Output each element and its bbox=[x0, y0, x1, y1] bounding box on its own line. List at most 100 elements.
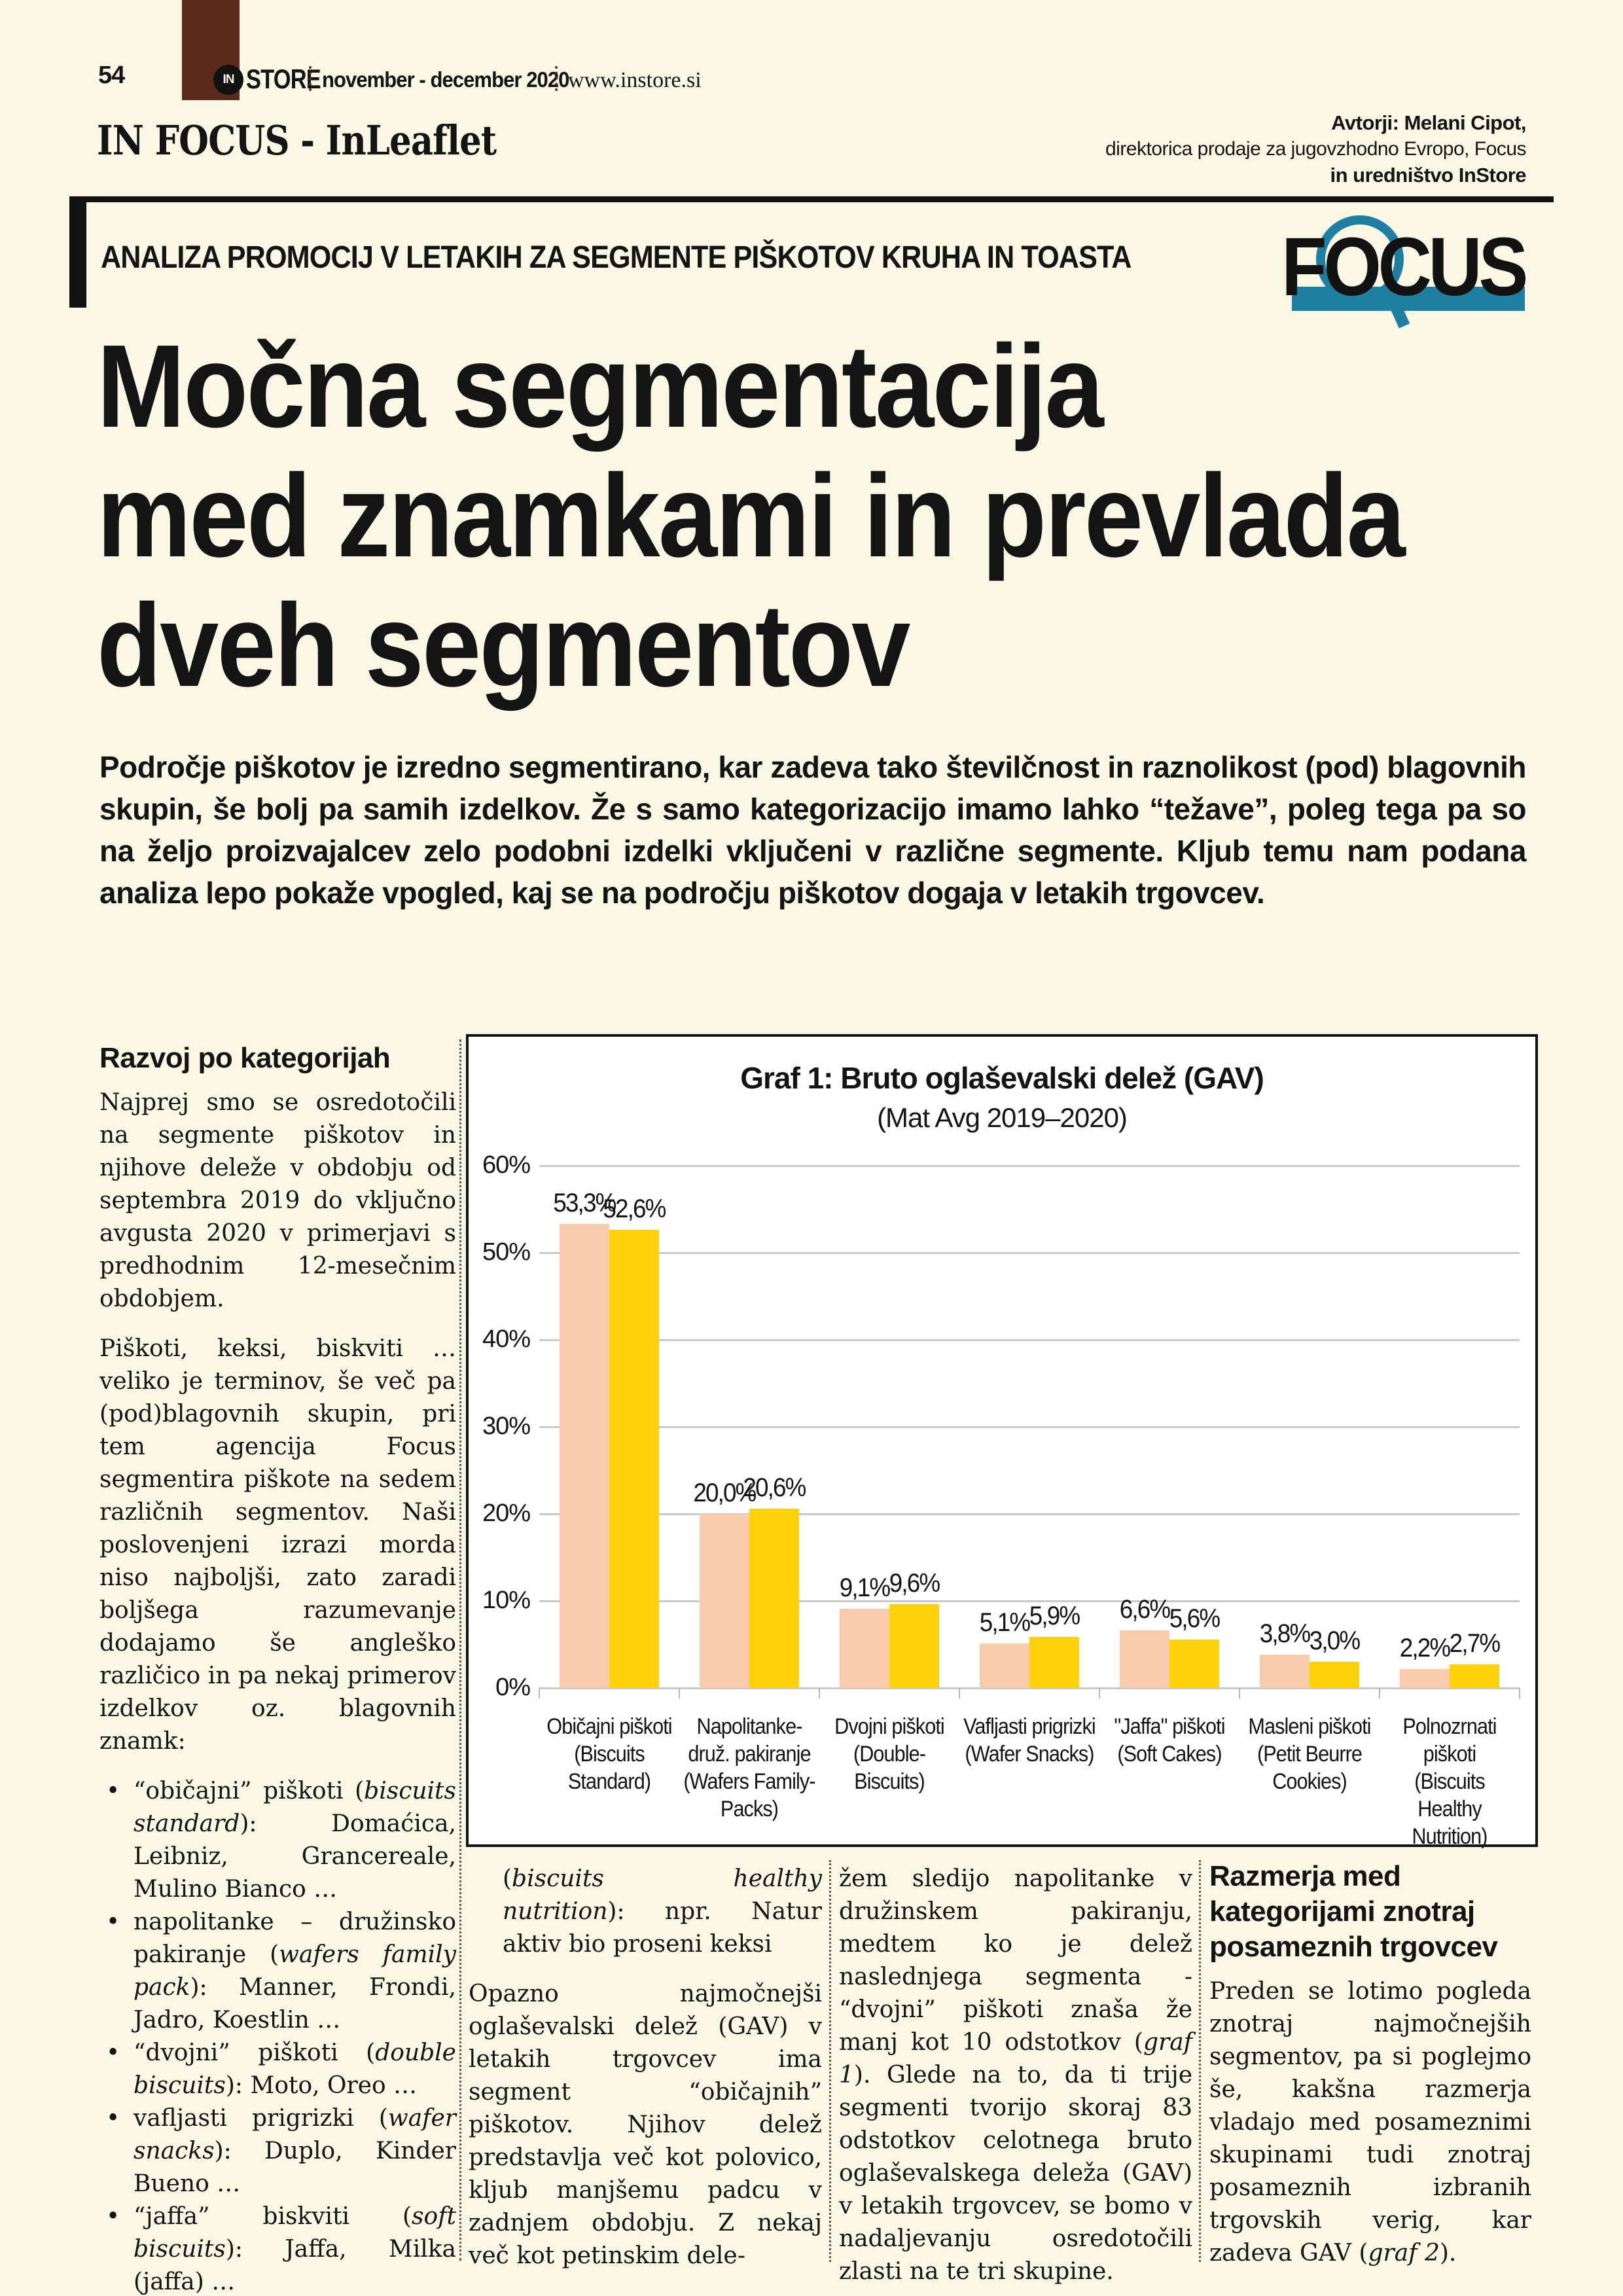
column-divider bbox=[1199, 1860, 1201, 2262]
category-label-line: Običajni piškoti bbox=[546, 1714, 672, 1739]
category-label-line: piškoti bbox=[1423, 1742, 1476, 1767]
column-heading: Razmerja med kategorijami znotraj posame… bbox=[1209, 1860, 1498, 1963]
gridline bbox=[539, 1339, 1520, 1341]
bar-value-label: 9,6% bbox=[889, 1569, 940, 1598]
paragraph: Opazno najmočnejši oglaševalski delež (G… bbox=[469, 1981, 822, 2269]
category-label-line: (Soft Cakes) bbox=[1117, 1742, 1222, 1767]
focus-logo-bar bbox=[1292, 287, 1525, 311]
gridline bbox=[539, 1426, 1520, 1428]
bar-value-label: 3,0% bbox=[1309, 1626, 1361, 1655]
intro-paragraph: Področje piškotov je izredno segmentiran… bbox=[99, 750, 1527, 910]
gridline bbox=[539, 1600, 1520, 1602]
bar-value-label: 5,6% bbox=[1169, 1604, 1221, 1633]
chart-title: Graf 1: Bruto oglaševalski delež (GAV) bbox=[740, 1061, 1264, 1095]
gridline bbox=[539, 1252, 1520, 1254]
y-axis-label: 60% bbox=[482, 1151, 531, 1179]
paragraph: Piškoti, keksi, biskviti … veliko je ter… bbox=[99, 1335, 456, 1755]
bar bbox=[1169, 1640, 1219, 1688]
masthead-divider bbox=[309, 66, 312, 91]
bar bbox=[1400, 1669, 1450, 1688]
article-title: Močna segmentacija med znamkami in prevl… bbox=[97, 322, 1549, 711]
authors-role: direktorica prodaje za jugovzhodno Evrop… bbox=[1105, 138, 1527, 160]
bar bbox=[700, 1514, 749, 1688]
instore-logo-in: IN bbox=[223, 73, 235, 86]
bar-value-label: 53,3% bbox=[553, 1189, 616, 1217]
bar-value-label: 20,0% bbox=[693, 1479, 757, 1507]
x-axis-tick bbox=[1099, 1688, 1100, 1698]
bar bbox=[1029, 1637, 1079, 1688]
list-item: napolitanke – družinsko pakiranje (wafer… bbox=[99, 1906, 456, 2037]
category-label-line: (Biscuits Healthy bbox=[1414, 1769, 1485, 1821]
authors-block: Avtorji: Melani Cipot, direktorica proda… bbox=[1105, 110, 1527, 188]
website-url: www.instore.si bbox=[568, 68, 702, 92]
column-divider bbox=[829, 1860, 831, 2262]
x-axis-tick bbox=[1519, 1688, 1520, 1698]
bar-value-label: 3,8% bbox=[1259, 1619, 1311, 1648]
x-axis-tick bbox=[819, 1688, 820, 1698]
x-category-label: Polnozrnati piškoti (Biscuits Healthy Nutri… bbox=[1382, 1713, 1518, 1850]
category-label-line: druž. pakiranje bbox=[688, 1742, 811, 1767]
bar bbox=[1450, 1664, 1499, 1688]
bar bbox=[1120, 1630, 1169, 1688]
bar bbox=[1260, 1655, 1310, 1688]
chart-subtitle: (Mat Avg 2019–2020) bbox=[877, 1102, 1128, 1133]
focus-logo: FOCUS bbox=[1281, 215, 1530, 329]
bar-value-label: 6,6% bbox=[1119, 1595, 1171, 1624]
bar-value-label: 20,6% bbox=[743, 1473, 806, 1502]
bar-value-label: 5,1% bbox=[979, 1608, 1031, 1637]
graf1-bar-chart: Graf 1: Bruto oglaševalski delež (GAV) (… bbox=[466, 1034, 1538, 1850]
bar bbox=[609, 1230, 659, 1688]
column-divider bbox=[459, 1039, 461, 2261]
category-label-line: (Double-Biscuits) bbox=[853, 1742, 926, 1794]
column-razvoj-po-kategorijah: Razvoj po kategorijah Najprej smo se osr… bbox=[99, 1041, 456, 2296]
category-label-line: Vafljasti prigrizki bbox=[963, 1714, 1096, 1739]
issue-date: november - december 2020 bbox=[322, 67, 569, 92]
masthead-divider bbox=[555, 66, 558, 91]
bar-value-label: 52,6% bbox=[603, 1194, 666, 1223]
list-item: vafljasti prigrizki (wafer snacks): Dupl… bbox=[99, 2102, 456, 2200]
gridline bbox=[539, 1165, 1520, 1167]
bar-value-label: 2,2% bbox=[1399, 1634, 1451, 1662]
authors-line: Avtorji: Melani Cipot, bbox=[1331, 111, 1526, 134]
gridline bbox=[539, 1687, 1520, 1689]
category-label-line: Packs) bbox=[720, 1797, 779, 1821]
x-axis-tick bbox=[959, 1688, 960, 1698]
title-line: Močna segmentacija bbox=[97, 321, 1104, 452]
bar bbox=[560, 1224, 609, 1688]
category-label-line: (Wafers Family- bbox=[683, 1769, 815, 1794]
category-label-line: Nutrition) bbox=[1412, 1824, 1488, 1849]
title-line: dveh segmentov bbox=[97, 580, 910, 711]
y-axis-label: 50% bbox=[482, 1238, 531, 1266]
section-title: IN FOCUS - InLeaflet bbox=[97, 117, 497, 164]
list-item: “dvojni” piškoti (double biscuits): Moto… bbox=[99, 2037, 456, 2102]
authors-line: in uredništvo InStore bbox=[1330, 164, 1526, 187]
category-label-line: "Jaffa" piškoti bbox=[1114, 1714, 1225, 1739]
bar bbox=[980, 1643, 1029, 1688]
y-axis-label: 0% bbox=[495, 1674, 531, 1701]
category-label-line: (Biscuits bbox=[574, 1742, 645, 1767]
gridline bbox=[539, 1513, 1520, 1515]
x-category-label: Dvojni piškoti (Double-Biscuits) bbox=[821, 1713, 958, 1795]
category-label-line: Polnozrnati bbox=[1402, 1714, 1497, 1739]
column-text-3: žem sledijo napolitanke v družinskem pak… bbox=[839, 1863, 1192, 2296]
category-label-line: (Wafer Snacks) bbox=[965, 1742, 1094, 1767]
bar bbox=[840, 1609, 889, 1688]
column-text-2: (biscuits healthy nutrition): npr. Natur… bbox=[469, 1863, 822, 2289]
x-category-label: Običajni piškoti (Biscuits Standard) bbox=[541, 1713, 678, 1795]
title-line: med znamkami in prevlada bbox=[97, 450, 1406, 582]
paragraph: Najprej smo se osredotočili na segmente … bbox=[99, 1089, 456, 1312]
bar-value-label: 9,1% bbox=[839, 1573, 891, 1602]
x-category-label: Vafljasti prigrizki (Wafer Snacks) bbox=[961, 1713, 1098, 1768]
paragraph: Preden se lotimo pogleda znotraj najmočn… bbox=[1209, 1978, 1531, 2267]
column-heading: Razvoj po kategorijah bbox=[99, 1042, 391, 1074]
y-axis-label: 10% bbox=[482, 1587, 531, 1614]
bar bbox=[1310, 1662, 1359, 1688]
x-axis-tick bbox=[1379, 1688, 1380, 1698]
top-rule bbox=[69, 196, 1554, 202]
list-item: “jaffa” biskviti (soft biscuits): Jaffa,… bbox=[99, 2200, 456, 2296]
category-label-line: (Petit Beurre bbox=[1257, 1742, 1363, 1767]
x-axis-tick bbox=[679, 1688, 680, 1698]
category-label-line: Masleni piškoti bbox=[1248, 1714, 1371, 1739]
y-axis-label: 40% bbox=[482, 1325, 531, 1353]
